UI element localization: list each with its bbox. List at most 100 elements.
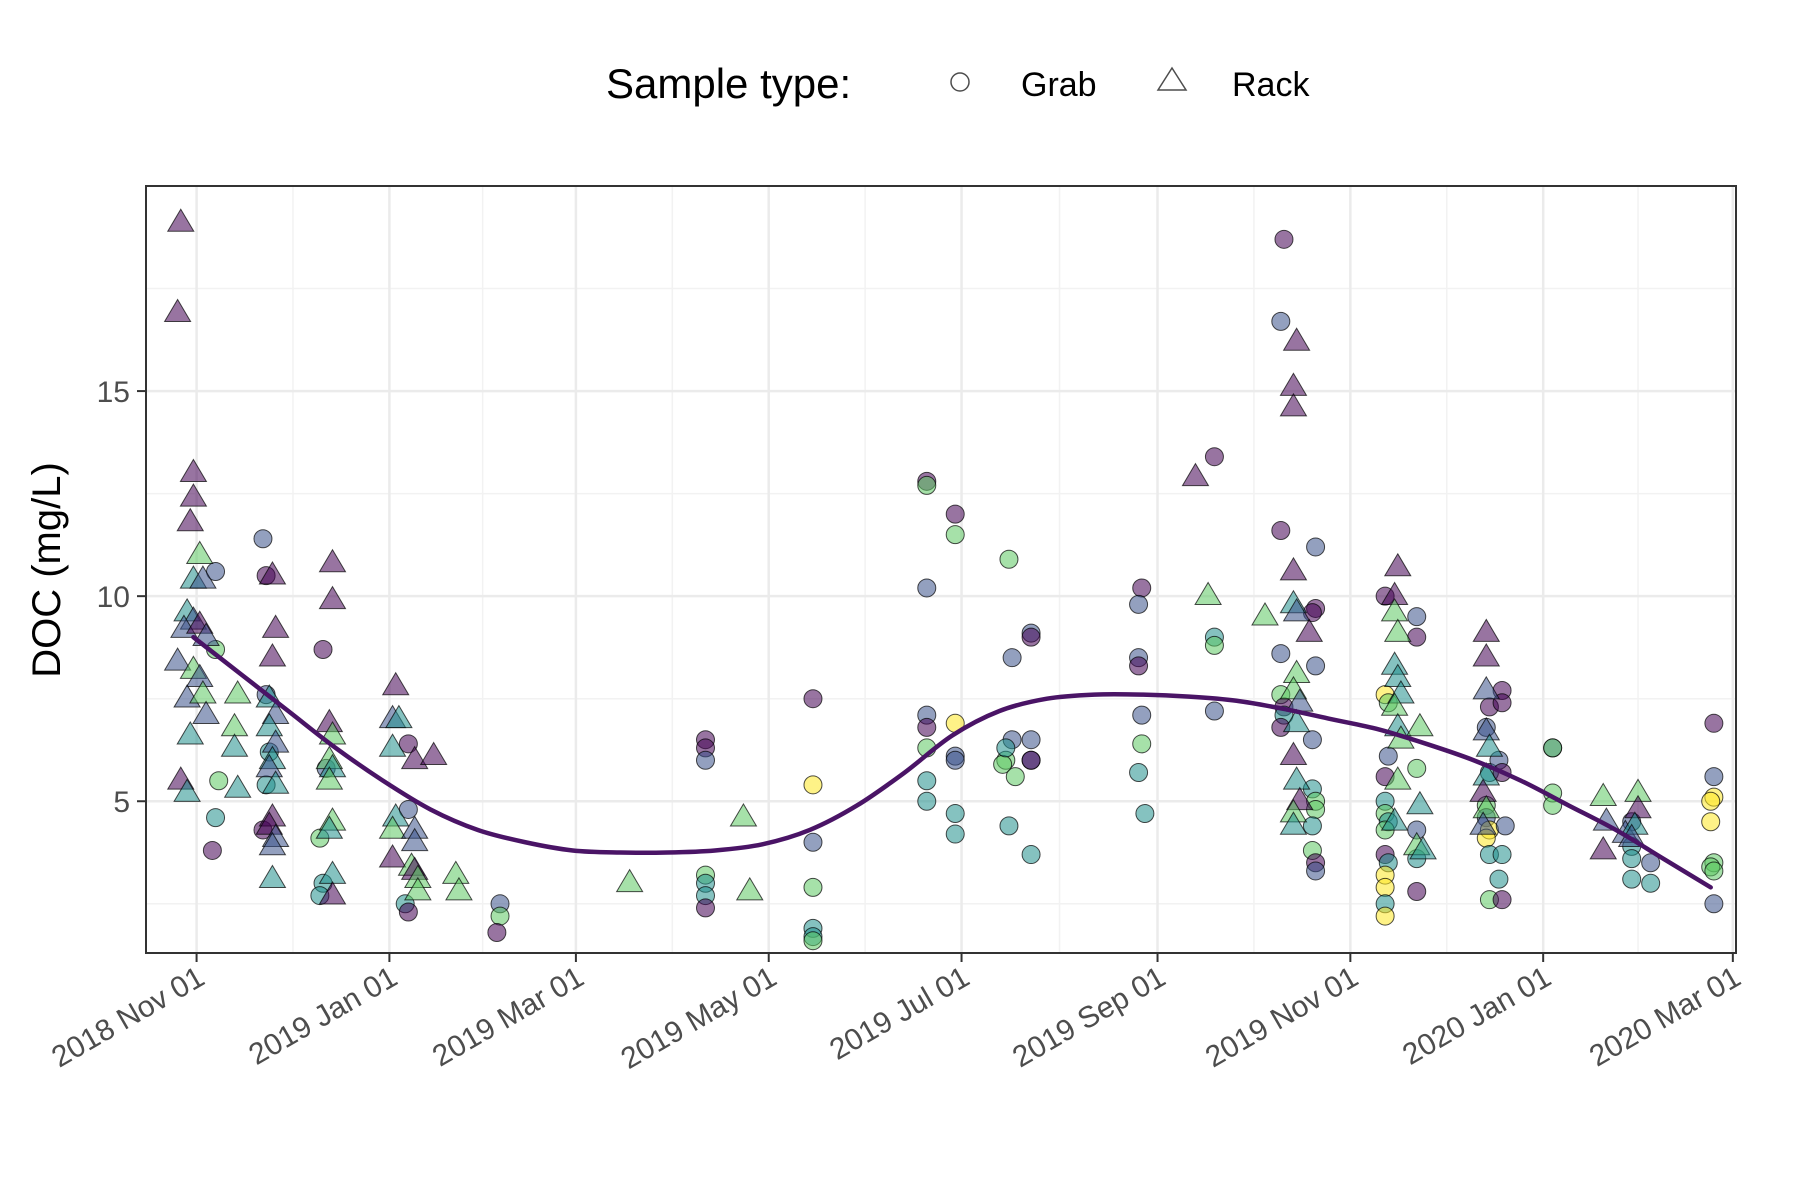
rack-point xyxy=(315,766,344,790)
legend-label-grab: Grab xyxy=(1021,66,1097,104)
grab-point xyxy=(1622,849,1642,869)
grab-point xyxy=(999,549,1019,569)
grab-point xyxy=(1021,845,1041,865)
grab-point xyxy=(1021,750,1041,770)
grab-point xyxy=(1132,578,1152,598)
rack-point xyxy=(403,876,432,901)
grab-point xyxy=(1132,734,1152,754)
x-tick-label: 2020 Jan 01 xyxy=(1397,960,1557,1071)
legend-key-rack-triangle-icon xyxy=(1156,66,1188,91)
grab-point xyxy=(1492,845,1512,865)
grab-point xyxy=(209,771,229,791)
grab-point xyxy=(487,922,507,942)
rack-point xyxy=(1279,811,1308,835)
rack-point xyxy=(176,720,205,745)
grab-point xyxy=(1704,713,1724,733)
grab-point xyxy=(1407,607,1427,627)
rack-point xyxy=(1251,602,1279,626)
rack-point xyxy=(729,803,758,827)
rack-point xyxy=(1380,807,1409,831)
grab-point xyxy=(1135,804,1155,824)
rack-point xyxy=(1469,811,1497,835)
grab-point xyxy=(1271,644,1291,664)
rack-point xyxy=(166,208,195,232)
rack-point xyxy=(258,831,287,856)
x-tick-label: 2019 Nov 01 xyxy=(1200,960,1364,1074)
y-tick-label: 15 xyxy=(97,376,130,409)
grab-point xyxy=(917,578,937,598)
grab-point xyxy=(206,808,226,828)
rack-point xyxy=(735,876,764,901)
rack-point xyxy=(1472,675,1501,700)
rack-point xyxy=(315,815,344,839)
grab-point xyxy=(313,639,333,659)
legend-key-grab-circle-icon xyxy=(950,72,970,92)
plot-panel-border xyxy=(145,185,1737,954)
y-axis: 5 10 15 xyxy=(97,376,146,819)
rack-point xyxy=(1472,618,1501,642)
grab-point xyxy=(1701,812,1721,832)
x-tick-label: 2020 Mar 01 xyxy=(1584,960,1746,1073)
grab-point xyxy=(398,902,418,922)
rack-point xyxy=(223,679,252,704)
rack-point xyxy=(400,827,429,852)
x-tick-label: 2018 Nov 01 xyxy=(46,960,210,1074)
grab-point xyxy=(917,771,937,791)
rack-point xyxy=(1279,392,1308,417)
grab-point xyxy=(1306,656,1326,676)
grab-point xyxy=(945,804,965,824)
grab-point xyxy=(490,906,510,926)
grab-point xyxy=(1021,730,1041,750)
grab-point xyxy=(803,931,823,951)
grab-point xyxy=(945,824,965,844)
rack-point xyxy=(1282,708,1311,733)
grab-point xyxy=(696,750,716,770)
grab-point xyxy=(1204,635,1224,655)
rack-point xyxy=(1472,643,1501,667)
rack-point xyxy=(220,733,249,757)
rack-point xyxy=(1409,835,1437,860)
rack-point xyxy=(258,643,287,667)
rack-point xyxy=(173,778,201,802)
rack-point xyxy=(163,647,192,671)
rack-point xyxy=(189,565,217,589)
rack-point xyxy=(419,741,448,765)
y-axis-title: DOC (mg/L) xyxy=(25,462,69,678)
grab-point xyxy=(999,816,1019,836)
grab-point xyxy=(1375,877,1395,897)
grab-point xyxy=(1302,816,1322,836)
legend-title: Sample type: xyxy=(606,60,851,107)
y-tick-label: 10 xyxy=(97,581,130,614)
rack-point xyxy=(1589,782,1618,806)
grab-point xyxy=(1021,627,1041,647)
rack-point xyxy=(1279,741,1308,765)
rack-point xyxy=(1380,692,1409,716)
grab-point xyxy=(1306,537,1326,557)
grab-point xyxy=(1407,627,1427,647)
grab-point xyxy=(1492,890,1512,910)
grab-point xyxy=(1271,521,1291,541)
grab-point xyxy=(803,689,823,709)
grab-point xyxy=(253,529,273,549)
grab-point xyxy=(803,877,823,897)
grab-point xyxy=(1489,869,1509,889)
rack-point xyxy=(615,868,644,893)
grab-point xyxy=(1495,816,1515,836)
grab-point xyxy=(1641,853,1661,873)
rack-point xyxy=(163,298,192,323)
grab-point xyxy=(1407,758,1427,778)
rack-point xyxy=(381,671,410,696)
rack-point xyxy=(318,548,347,573)
grab-point xyxy=(1204,701,1224,721)
grab-point xyxy=(1704,861,1724,881)
rack-point xyxy=(1406,712,1434,737)
grab-point xyxy=(1129,594,1149,614)
rack-point xyxy=(1380,597,1409,622)
rack-point xyxy=(378,733,407,757)
rack-point xyxy=(192,700,220,724)
legend-label-rack: Rack xyxy=(1232,66,1310,104)
rack-point xyxy=(185,540,214,565)
rack-point xyxy=(189,679,217,704)
rack-point xyxy=(1181,462,1210,487)
